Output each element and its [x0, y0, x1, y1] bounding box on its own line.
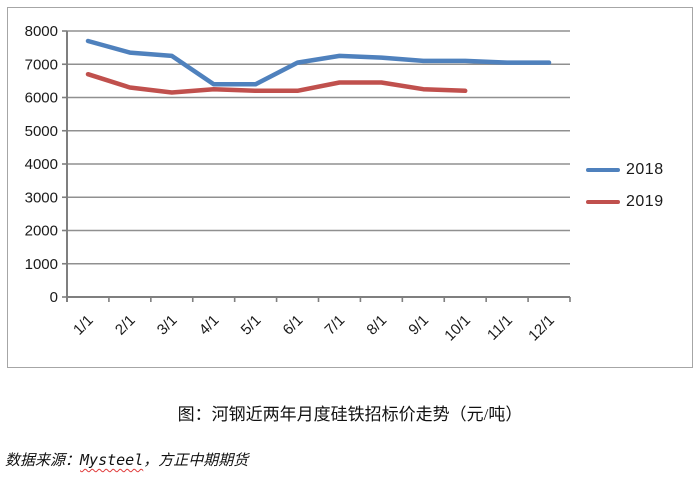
x-tick-label: 5/1	[238, 312, 265, 339]
chart-caption: 图：河钢近两年月度硅铁招标价走势（元/吨）	[177, 405, 523, 424]
x-tick-label: 9/1	[405, 312, 432, 339]
y-tick-label: 0	[50, 289, 58, 306]
y-tick-label: 3000	[25, 189, 58, 206]
data-source-line: 数据来源：Mysteel，方正中期期货	[5, 449, 695, 470]
y-tick-label: 5000	[25, 123, 58, 140]
y-tick-label: 6000	[25, 90, 58, 107]
data-source-prefix: 数据来源：	[5, 453, 81, 469]
y-tick-label: 4000	[25, 156, 58, 173]
y-tick-label: 2000	[25, 223, 58, 240]
x-tick-label: 8/1	[363, 312, 390, 339]
x-tick-label: 7/1	[322, 312, 349, 339]
legend-label-2019: 2019	[626, 193, 664, 210]
x-tick-label: 6/1	[280, 312, 307, 339]
legend-swatch-2018	[586, 168, 620, 172]
y-tick-label: 8000	[25, 23, 58, 40]
chart-frame: 0 1000 2000 3000 4000 5000 6000 7000 8000 1/1 2/1 3…	[7, 7, 693, 368]
x-tick-label: 3/1	[154, 312, 181, 339]
y-tick-label: 7000	[25, 56, 58, 73]
legend-item-2019[interactable]: 2019	[586, 193, 664, 211]
y-tick-label: 1000	[25, 256, 58, 273]
data-source-suffix: ，方正中期期货	[143, 453, 249, 469]
data-source-brand[interactable]: Mysteel	[80, 451, 144, 469]
legend: 2018 2019	[586, 161, 664, 211]
x-tick-label: 2/1	[112, 312, 139, 339]
x-tick-label: 10/1	[441, 312, 474, 345]
price-trend-chart: 0 1000 2000 3000 4000 5000 6000 7000 8000 1/1 2/1 3…	[25, 23, 571, 345]
x-tick-label: 1/1	[70, 312, 97, 339]
legend-item-2018[interactable]: 2018	[586, 161, 664, 179]
x-tick-label: 4/1	[196, 312, 223, 339]
series-line-2018	[85, 38, 552, 87]
legend-label-2018: 2018	[626, 161, 664, 178]
legend-swatch-2019	[586, 200, 620, 204]
x-tick-label: 11/1	[484, 312, 516, 344]
x-tick-label: 12/1	[525, 312, 558, 345]
series-line-2019	[85, 71, 468, 95]
